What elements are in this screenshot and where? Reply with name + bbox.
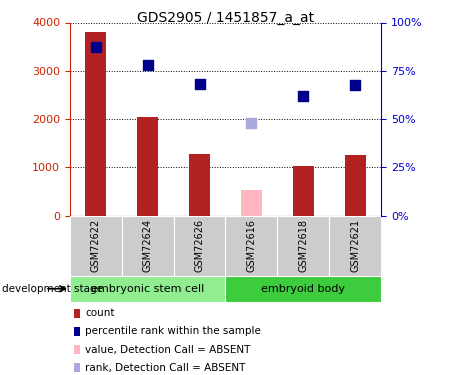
Point (144, 62, 151, 68)
Bar (241, 189, 262, 216)
Text: development stage: development stage (2, 284, 103, 294)
Text: embryoid body: embryoid body (261, 284, 345, 294)
Bar (85, 32, 106, 216)
Point (92, 44, 99, 50)
Bar (277, 216, 329, 276)
Point (248, 120, 255, 126)
Text: percentile rank within the sample: percentile rank within the sample (85, 327, 261, 336)
Text: rank, Detection Call = ABSENT: rank, Detection Call = ABSENT (85, 363, 245, 372)
Text: GSM72624: GSM72624 (143, 219, 153, 272)
Bar (70, 216, 122, 276)
Bar (174, 216, 226, 276)
Bar (70, 276, 226, 302)
Bar (345, 155, 365, 216)
Bar (293, 166, 313, 216)
Text: count: count (85, 309, 115, 318)
Text: GDS2905 / 1451857_a_at: GDS2905 / 1451857_a_at (137, 11, 314, 25)
Point (351, 82, 359, 88)
Point (299, 93, 307, 99)
Bar (122, 216, 174, 276)
Text: GSM72622: GSM72622 (91, 219, 101, 272)
Bar (226, 216, 277, 276)
Bar (329, 216, 381, 276)
Text: value, Detection Call = ABSENT: value, Detection Call = ABSENT (85, 345, 250, 354)
Text: GSM72616: GSM72616 (246, 219, 257, 272)
Bar (226, 276, 381, 302)
Point (196, 81, 203, 87)
Text: GSM72626: GSM72626 (194, 219, 205, 272)
Bar (137, 117, 158, 216)
Text: GSM72618: GSM72618 (298, 219, 308, 272)
Bar (189, 154, 210, 216)
Text: embryonic stem cell: embryonic stem cell (91, 284, 204, 294)
Text: GSM72621: GSM72621 (350, 219, 360, 272)
